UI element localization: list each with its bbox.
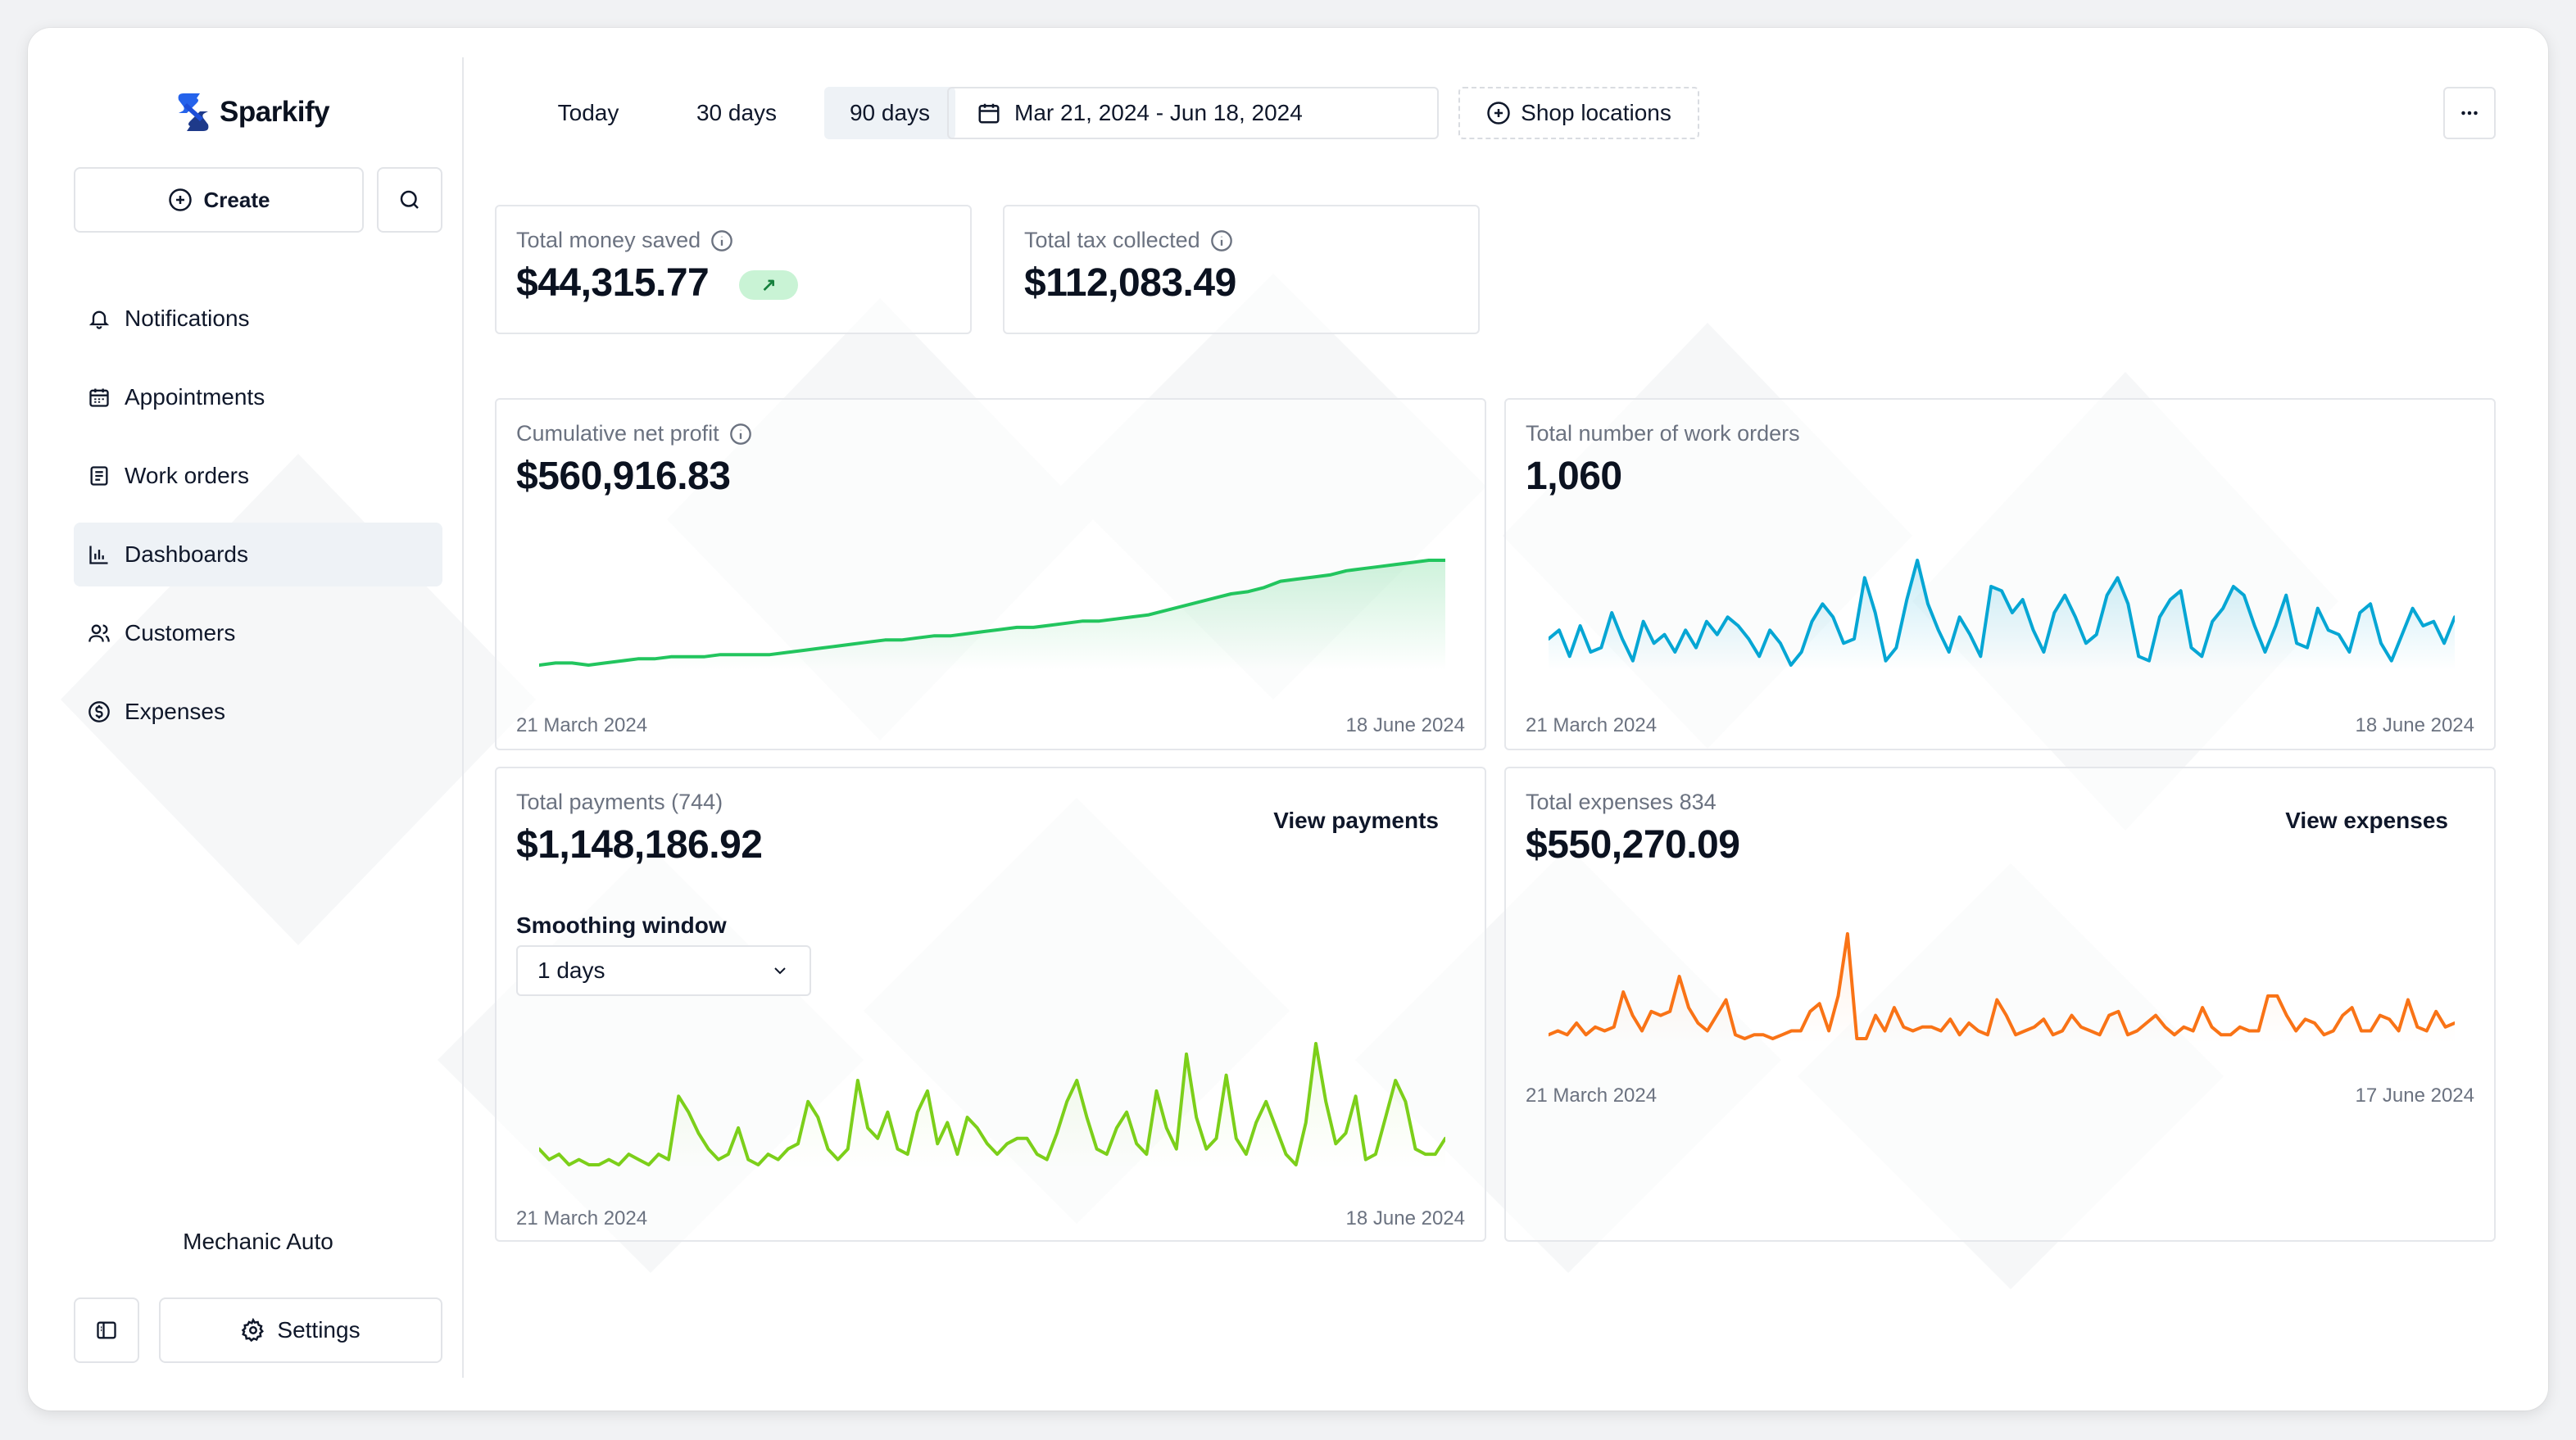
money-saved-card: Total money saved $44,315.77 ↗ (495, 205, 972, 334)
chart-end-date: 17 June 2024 (2355, 1085, 2474, 1107)
range-90-days-button[interactable]: 90 days (824, 87, 955, 139)
net-profit-line (539, 559, 1445, 667)
plus-circle-icon (168, 188, 192, 211)
net-profit-value: $560,916.83 (516, 455, 731, 498)
bar-chart-icon (87, 542, 111, 567)
sidebar-item-appointments[interactable]: Appointments (74, 365, 442, 429)
sidebar-item-label: Work orders (125, 463, 249, 488)
money-saved-label-row: Total money saved (516, 228, 733, 253)
range-30-days-button[interactable]: 30 days (696, 100, 778, 125)
info-icon[interactable] (1210, 229, 1233, 252)
tax-collected-label-row: Total tax collected (1024, 228, 1233, 253)
info-icon[interactable] (729, 423, 752, 446)
sidebar-item-expenses[interactable]: Expenses (74, 680, 442, 744)
net-profit-card: Cumulative net profit $560,916.83 21 Mar… (495, 398, 1486, 750)
settings-label: Settings (277, 1317, 361, 1343)
app-window: Sparkify Create Notifications Appointmen… (28, 28, 2548, 1411)
sidebar-item-customers[interactable]: Customers (74, 601, 442, 665)
expenses-area (1549, 934, 2455, 1044)
net-profit-area (539, 560, 1445, 670)
chart-end-date: 18 June 2024 (2355, 714, 2474, 736)
create-label: Create (203, 187, 270, 212)
calendar-icon (978, 103, 1000, 124)
sidebar-item-label: Appointments (125, 384, 265, 410)
work-orders-chart (1549, 559, 2455, 670)
view-payments-button[interactable]: View payments (1273, 808, 1439, 833)
sidebar-item-dashboards[interactable]: Dashboards (74, 523, 442, 586)
tax-collected-card: Total tax collected $112,083.49 (1003, 205, 1480, 334)
money-saved-value-row: $44,315.77 ↗ (516, 260, 799, 306)
date-range-picker[interactable]: Mar 21, 2024 - Jun 18, 2024 (947, 87, 1439, 139)
work-orders-value: 1,060 (1526, 455, 1622, 498)
settings-button[interactable]: Settings (159, 1297, 442, 1363)
app-name: Sparkify (220, 96, 330, 128)
date-range-value: Mar 21, 2024 - Jun 18, 2024 (1014, 100, 1303, 125)
dollar-icon (87, 700, 111, 724)
search-button[interactable] (377, 167, 442, 233)
work-orders-label: Total number of work orders (1526, 421, 1800, 446)
trend-up-badge: ↗ (739, 270, 799, 301)
work-orders-line (1549, 559, 2455, 667)
more-options-button[interactable] (2443, 87, 2496, 139)
document-icon (87, 464, 111, 488)
chart-end-date: 18 June 2024 (1345, 1207, 1465, 1229)
payments-line (539, 1042, 1445, 1166)
chart-start-date: 21 March 2024 (1526, 714, 1658, 736)
bell-icon (87, 306, 111, 331)
sparkify-logo-icon (178, 93, 209, 131)
range-today-button[interactable]: Today (557, 100, 619, 125)
payments-card: Total payments (744) $1,148,186.92 View … (495, 767, 1486, 1242)
view-expenses-button[interactable]: View expenses (2285, 808, 2448, 833)
chevron-down-icon (774, 967, 786, 975)
shop-name[interactable]: Mechanic Auto (183, 1229, 333, 1254)
chart-start-date: 21 March 2024 (516, 1207, 648, 1229)
net-profit-chart (539, 559, 1445, 670)
work-orders-card: Total number of work orders 1,060 21 Mar… (1504, 398, 2496, 750)
payments-area (539, 1044, 1445, 1170)
gear-icon (242, 1318, 265, 1343)
net-profit-label-row: Cumulative net profit (516, 421, 752, 446)
plus-circle-icon (1487, 102, 1510, 125)
shop-locations-filter[interactable]: Shop locations (1458, 87, 1699, 139)
expenses-line (1549, 932, 2455, 1040)
app-logo[interactable]: Sparkify (175, 92, 330, 133)
smoothing-window-select[interactable]: 1 days (516, 945, 811, 996)
money-saved-label: Total money saved (516, 228, 701, 252)
sidebar-item-label: Notifications (125, 306, 250, 331)
search-icon (400, 190, 419, 209)
sidebar-divider (462, 57, 464, 1378)
shop-locations-label: Shop locations (1521, 100, 1671, 125)
sidebar-item-notifications[interactable]: Notifications (74, 287, 442, 351)
chart-start-date: 21 March 2024 (1526, 1085, 1658, 1107)
payments-label: Total payments (744) (516, 790, 723, 814)
sidebar-item-label: Expenses (125, 699, 225, 724)
collapse-sidebar-button[interactable] (74, 1297, 139, 1363)
info-icon[interactable] (710, 229, 733, 252)
chart-start-date: 21 March 2024 (516, 714, 648, 736)
tax-collected-value: $112,083.49 (1024, 261, 1236, 305)
expenses-label: Total expenses 834 (1526, 790, 1717, 814)
ellipsis-icon (2461, 111, 2478, 115)
users-icon (87, 621, 111, 645)
net-profit-label: Cumulative net profit (516, 421, 719, 446)
sidebar-nav: Notifications Appointments Work orders D… (74, 287, 442, 758)
calendar-icon (87, 385, 111, 410)
money-saved-value: $44,315.77 (516, 261, 710, 305)
chart-end-date: 18 June 2024 (1345, 714, 1465, 736)
sidebar: Sparkify Create Notifications Appointmen… (28, 28, 462, 1411)
payments-chart (539, 1042, 1445, 1170)
expenses-value: $550,270.09 (1526, 823, 1740, 867)
sidebar-item-work-orders[interactable]: Work orders (74, 444, 442, 508)
sidebar-item-label: Customers (125, 620, 236, 645)
smoothing-window-label: Smoothing window (516, 912, 727, 938)
expenses-chart (1549, 932, 2455, 1044)
tax-collected-label: Total tax collected (1024, 228, 1200, 252)
expenses-card: Total expenses 834 $550,270.09 View expe… (1504, 767, 2496, 1242)
payments-value: $1,148,186.92 (516, 823, 763, 867)
sidebar-toggle-icon (97, 1321, 116, 1339)
sidebar-item-label: Dashboards (125, 541, 248, 567)
create-button[interactable]: Create (74, 167, 364, 233)
work-orders-area (1549, 560, 2455, 670)
smoothing-window-value: 1 days (537, 958, 605, 983)
